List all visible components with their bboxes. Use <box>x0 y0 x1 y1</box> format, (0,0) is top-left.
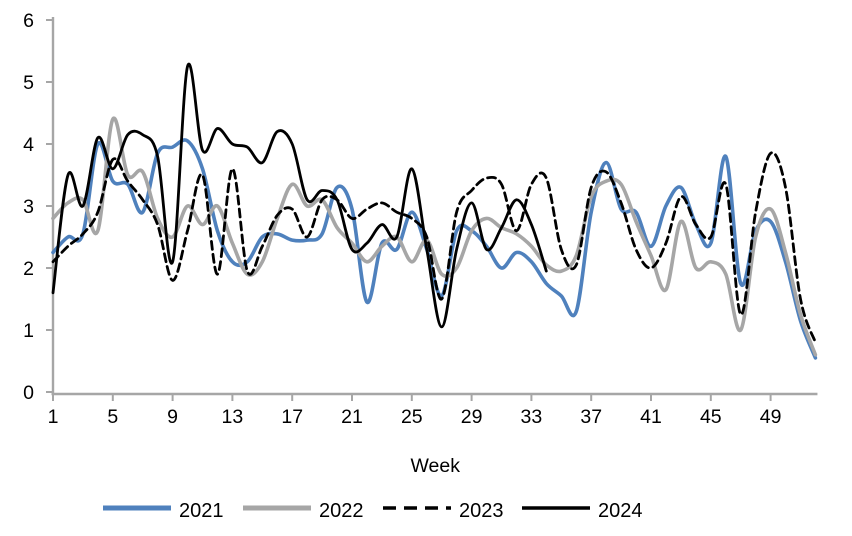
x-tick-label: 17 <box>281 406 303 428</box>
legend-item-2024: 2024 <box>522 500 643 522</box>
x-tick-label: 1 <box>48 406 59 428</box>
x-tick-label: 41 <box>640 406 662 428</box>
x-tick-label: 21 <box>341 406 363 428</box>
x-tick-label: 33 <box>521 406 543 428</box>
legend-item-2021: 2021 <box>103 500 224 522</box>
x-tick-label: 9 <box>167 406 178 428</box>
legend-label-2023: 2023 <box>459 500 504 522</box>
x-tick-label: 13 <box>222 406 244 428</box>
x-tick-label: 25 <box>401 406 423 428</box>
legend: 2021 2022 2023 2024 <box>103 500 643 522</box>
x-axis-title: Week <box>410 455 460 477</box>
x-tick-label: 29 <box>461 406 483 428</box>
x-tick-label: 5 <box>107 406 118 428</box>
y-tick-label: 3 <box>23 196 34 218</box>
x-tick-label: 45 <box>700 406 722 428</box>
series-line-2023 <box>51 151 817 344</box>
y-tick-label: 0 <box>23 382 34 404</box>
series-lines <box>51 62 818 360</box>
legend-item-2023: 2023 <box>383 500 504 522</box>
x-tick-label: 49 <box>760 406 782 428</box>
legend-label-2021: 2021 <box>179 500 224 522</box>
series-line-2024 <box>51 62 548 329</box>
legend-label-2022: 2022 <box>319 500 364 522</box>
y-tick-label: 4 <box>23 134 34 156</box>
y-tick-label: 5 <box>23 72 34 94</box>
legend-label-2024: 2024 <box>598 500 643 522</box>
legend-item-2022: 2022 <box>243 500 364 522</box>
x-tick-label: 37 <box>580 406 602 428</box>
y-tick-label: 2 <box>23 258 34 280</box>
y-tick-label: 1 <box>23 320 34 342</box>
y-tick-label: 6 <box>23 10 34 32</box>
